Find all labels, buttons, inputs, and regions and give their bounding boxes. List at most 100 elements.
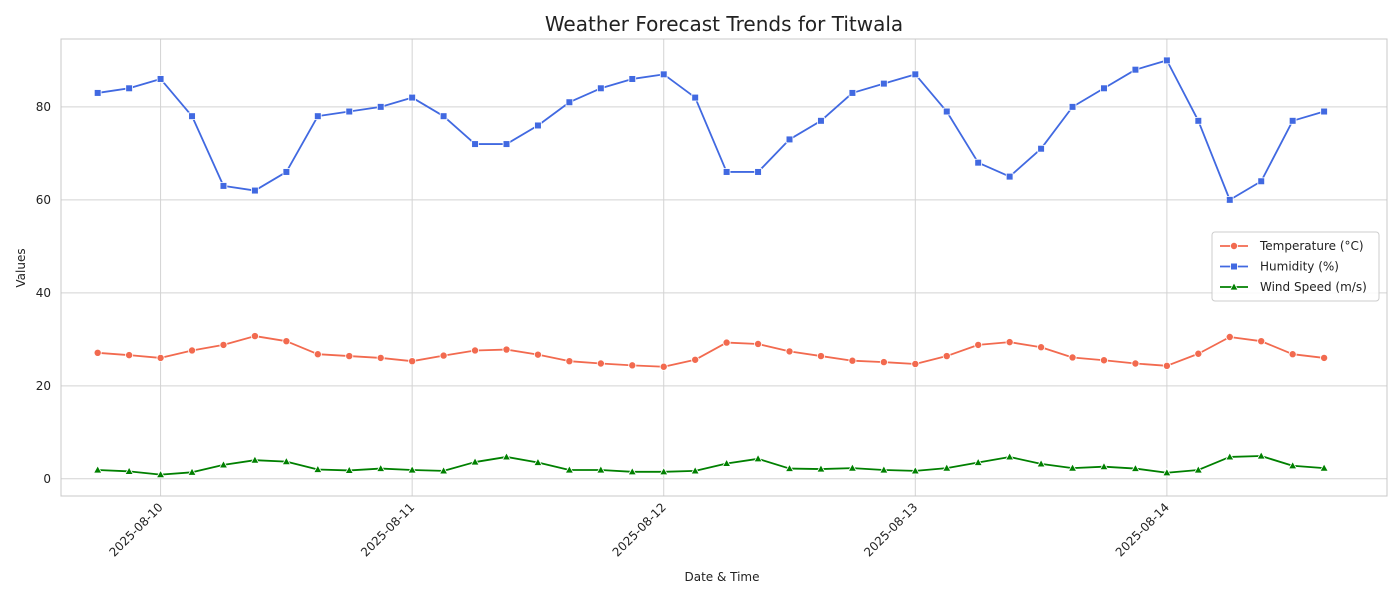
data-point-temperature-c [942,352,951,361]
data-point-temperature-c [219,340,228,349]
data-point-wind-speed-m-s [187,467,197,476]
y-axis-label: Values [14,248,28,287]
legend-item-humidity: Humidity (%) [1220,260,1339,274]
data-point-humidity [1320,107,1328,116]
y-tick-label: 80 [36,100,51,114]
data-point-temperature-c [1225,333,1234,342]
data-point-humidity [125,84,133,93]
data-point-wind-speed-m-s [501,451,512,461]
legend-marker [1230,241,1239,250]
data-point-temperature-c [848,356,857,365]
data-point-humidity [722,168,731,176]
legend-item-wind-speed-m-s: Wind Speed (m/s) [1220,280,1367,294]
data-point-wind-speed-m-s [344,465,354,474]
data-point-wind-speed-m-s [1036,458,1046,468]
data-point-temperature-c [93,348,102,357]
data-point-wind-speed-m-s [659,466,669,476]
data-point-temperature-c [156,353,165,362]
data-point-humidity [1037,144,1045,153]
data-point-wind-speed-m-s [438,465,449,475]
y-tick-label: 40 [36,286,51,300]
data-point-humidity [282,168,291,176]
legend-label: Humidity (%) [1260,260,1339,274]
data-point-temperature-c [816,352,825,361]
data-point-wind-speed-m-s [784,463,795,472]
data-point-humidity [1194,117,1203,125]
x-axis-label: Date & Time [684,570,759,584]
data-point-wind-speed-m-s [250,455,260,464]
data-point-wind-speed-m-s [753,453,763,463]
legend: Temperature (°C) Humidity (%) Wind Speed (… [1211,231,1380,302]
data-point-wind-speed-m-s [1256,450,1266,460]
data-point-temperature-c [754,339,763,348]
data-point-humidity [817,117,825,125]
data-point-wind-speed-m-s [1193,464,1203,474]
series-line-temperature-c [97,335,1325,368]
data-point-humidity [471,140,479,148]
data-point-temperature-c [691,355,700,364]
data-point-temperature-c [722,338,731,347]
y-tick-label: 0 [43,472,51,486]
data-point-wind-speed-m-s [1099,461,1109,471]
data-point-wind-speed-m-s [1225,451,1235,461]
data-point-humidity [251,186,259,195]
data-point-humidity [628,75,637,83]
data-point-wind-speed-m-s [596,464,606,474]
data-point-temperature-c [1288,350,1297,359]
data-point-temperature-c [313,350,322,359]
data-point-wind-speed-m-s [376,463,386,472]
data-point-humidity [1100,84,1108,93]
data-point-temperature-c [565,357,574,366]
data-point-wind-speed-m-s [407,464,417,474]
data-point-humidity [565,98,574,107]
data-point-wind-speed-m-s [533,457,543,466]
data-point-temperature-c [974,340,983,349]
chart-title: Weather Forecast Trends for Titwala [545,12,903,36]
data-point-humidity [911,70,920,79]
data-point-wind-speed-m-s [942,463,952,472]
data-point-humidity [156,75,165,83]
data-point-humidity [691,93,699,102]
data-point-wind-speed-m-s [93,464,103,474]
data-point-temperature-c [1162,361,1171,370]
data-point-humidity [1005,172,1014,181]
data-point-wind-speed-m-s [470,457,480,466]
series-wind-speed-m-s [93,450,1329,479]
legend-label: Temperature (°C) [1259,239,1364,253]
data-point-wind-speed-m-s [1004,451,1015,461]
data-point-temperature-c [376,353,385,362]
data-point-temperature-c [345,352,354,361]
data-point-temperature-c [1320,353,1329,362]
data-point-humidity [1257,177,1266,186]
data-point-temperature-c [628,361,637,370]
data-point-wind-speed-m-s [1162,467,1172,477]
data-point-humidity [502,140,511,148]
legend-marker [1229,281,1239,291]
data-point-humidity [439,112,448,120]
series-layer [93,56,1329,479]
legend-item-temperature-c: Temperature (°C) [1220,239,1364,253]
data-point-temperature-c [471,346,480,355]
data-point-humidity [1068,103,1077,111]
data-point-temperature-c [408,357,417,366]
data-point-temperature-c [1194,349,1203,358]
data-point-temperature-c [125,351,134,360]
data-point-humidity [597,84,605,93]
data-point-wind-speed-m-s [910,465,920,475]
data-point-humidity [974,158,982,167]
y-tick-label: 60 [36,193,51,207]
data-point-temperature-c [879,358,888,367]
data-point-wind-speed-m-s [155,469,166,479]
data-point-wind-speed-m-s [627,466,637,476]
data-point-temperature-c [1131,359,1140,368]
data-point-wind-speed-m-s [124,466,134,475]
data-point-humidity [785,135,794,144]
data-point-wind-speed-m-s [1067,463,1078,472]
data-point-wind-speed-m-s [1319,463,1329,472]
data-point-wind-speed-m-s [879,464,889,474]
legend-box [1211,231,1380,302]
data-point-temperature-c [439,351,448,360]
data-point-temperature-c [1099,356,1108,365]
series-temperature-c [93,332,1329,371]
